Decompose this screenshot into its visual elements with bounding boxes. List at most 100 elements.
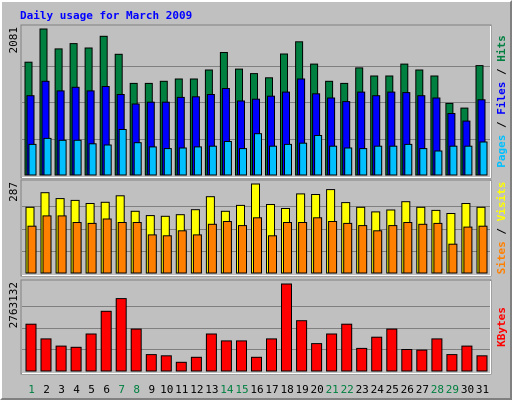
- day-labels: 1 2 3 4 5 6 7 8 9 10 11 12 13 14 15 16 17 18 19 20 21 22 23 24 2…: [28, 383, 489, 396]
- bar-kbytes-day-27: [416, 349, 428, 372]
- bar-pages-day-1: [28, 143, 37, 176]
- bar-pages-day-12: [193, 146, 202, 176]
- bar-sites-day-17: [268, 235, 277, 274]
- ymax-label: 2763132: [7, 282, 20, 328]
- bar-kbytes-day-9: [145, 354, 157, 372]
- bar-pages-day-7: [118, 129, 127, 176]
- day-label: 8: [133, 383, 140, 396]
- bar-sites-day-9: [147, 234, 157, 274]
- bar-kbytes-day-4: [70, 346, 82, 372]
- bar-pages-day-6: [103, 144, 112, 176]
- legend-kbytes: KBytes: [495, 307, 508, 347]
- bar-pages-day-5: [88, 143, 97, 176]
- bar-pages-day-8: [133, 142, 142, 176]
- bar-kbytes-day-30: [461, 345, 473, 372]
- bar-pages-day-23: [359, 148, 368, 176]
- bar-pages-day-19: [299, 142, 308, 176]
- legend-separator: /: [495, 62, 508, 82]
- bar-sites-day-16: [253, 217, 262, 274]
- bar-sites-day-20: [313, 217, 323, 274]
- bar-sites-day-29: [448, 243, 458, 274]
- bar-pages-day-3: [58, 139, 67, 176]
- day-label: 10: [160, 383, 173, 396]
- bar-kbytes-day-24: [371, 336, 383, 372]
- bar-sites-day-28: [433, 222, 443, 274]
- bar-sites-day-11: [177, 230, 187, 274]
- series-legend: KBytes: [495, 307, 508, 347]
- bar-sites-day-30: [463, 226, 473, 274]
- bar-kbytes-day-20: [311, 343, 323, 372]
- bar-kbytes-day-7: [115, 298, 127, 372]
- day-label: 9: [148, 383, 155, 396]
- bar-pages-day-10: [163, 148, 172, 176]
- day-label: 22: [341, 383, 354, 396]
- bar-pages-day-15: [239, 148, 247, 176]
- series-legend: Pages / Files / Hits: [495, 35, 508, 168]
- bar-pages-day-27: [419, 148, 428, 176]
- chart-panels: 2081 Pages / Files / Hits 287 Sites / Visit…: [7, 24, 508, 375]
- bar-sites-day-5: [87, 222, 97, 274]
- bar-kbytes-day-13: [205, 333, 217, 372]
- bar-sites-day-31: [478, 225, 488, 274]
- legend-hits: Hits: [495, 35, 508, 62]
- bar-sites-day-27: [418, 223, 428, 274]
- bar-kbytes-day-11: [175, 361, 187, 372]
- day-label: 20: [310, 383, 323, 396]
- bar-sites-day-1: [27, 225, 37, 274]
- bar-kbytes-day-16: [251, 356, 262, 372]
- day-label: 3: [58, 383, 65, 396]
- bar-pages-day-14: [223, 141, 232, 176]
- legend-files: Files: [495, 82, 508, 115]
- legend-separator: /: [495, 221, 508, 241]
- bar-sites-day-10: [162, 235, 172, 274]
- bar-sites-day-22: [343, 222, 353, 274]
- day-label: 26: [401, 383, 414, 396]
- bar-pages-day-31: [479, 141, 488, 176]
- bar-sites-day-26: [403, 222, 413, 274]
- day-label: 1: [28, 383, 35, 396]
- bar-kbytes-day-1: [25, 323, 37, 372]
- day-label: 11: [175, 383, 188, 396]
- ymax-label: 2081: [7, 27, 20, 54]
- legend-separator: /: [495, 115, 508, 135]
- day-label: 6: [103, 383, 110, 396]
- bar-sites-day-14: [222, 221, 232, 274]
- bar-sites-day-25: [388, 225, 398, 274]
- bar-kbytes-day-17: [266, 338, 277, 372]
- bar-kbytes-day-19: [296, 320, 308, 372]
- day-label: 21: [326, 383, 339, 396]
- bar-pages-day-2: [43, 137, 52, 176]
- bar-kbytes-day-23: [356, 347, 368, 372]
- bar-pages-day-26: [404, 143, 413, 176]
- bar-pages-day-25: [389, 145, 398, 176]
- bar-pages-day-21: [329, 145, 338, 176]
- day-label: 12: [190, 383, 203, 396]
- bar-pages-day-30: [464, 145, 473, 176]
- day-label: 27: [416, 383, 429, 396]
- day-label: 16: [250, 383, 263, 396]
- bar-sites-day-4: [72, 222, 82, 274]
- bar-pages-day-22: [344, 147, 353, 176]
- legend-pages: Pages: [495, 135, 508, 168]
- bar-sites-day-18: [283, 222, 292, 274]
- bar-sites-day-12: [192, 234, 202, 274]
- bar-kbytes-day-3: [55, 345, 67, 372]
- day-label: 24: [371, 383, 385, 396]
- bar-sites-day-19: [298, 222, 308, 274]
- day-label: 14: [220, 383, 234, 396]
- day-label: 28: [431, 383, 444, 396]
- bar-pages-day-28: [434, 150, 443, 176]
- bar-kbytes-day-8: [130, 328, 142, 372]
- bar-kbytes-day-6: [100, 310, 112, 372]
- bar-kbytes-day-28: [431, 338, 443, 372]
- day-label: 4: [73, 383, 80, 396]
- bar-pages-day-16: [254, 133, 262, 176]
- bar-pages-day-24: [374, 145, 383, 176]
- bar-sites-day-6: [102, 218, 112, 274]
- bar-kbytes-day-15: [236, 340, 247, 372]
- legend-sites: Sites: [495, 241, 508, 274]
- bar-sites-day-8: [132, 222, 142, 274]
- day-label: 13: [205, 383, 218, 396]
- day-label: 29: [446, 383, 459, 396]
- bar-sites-day-21: [328, 221, 338, 274]
